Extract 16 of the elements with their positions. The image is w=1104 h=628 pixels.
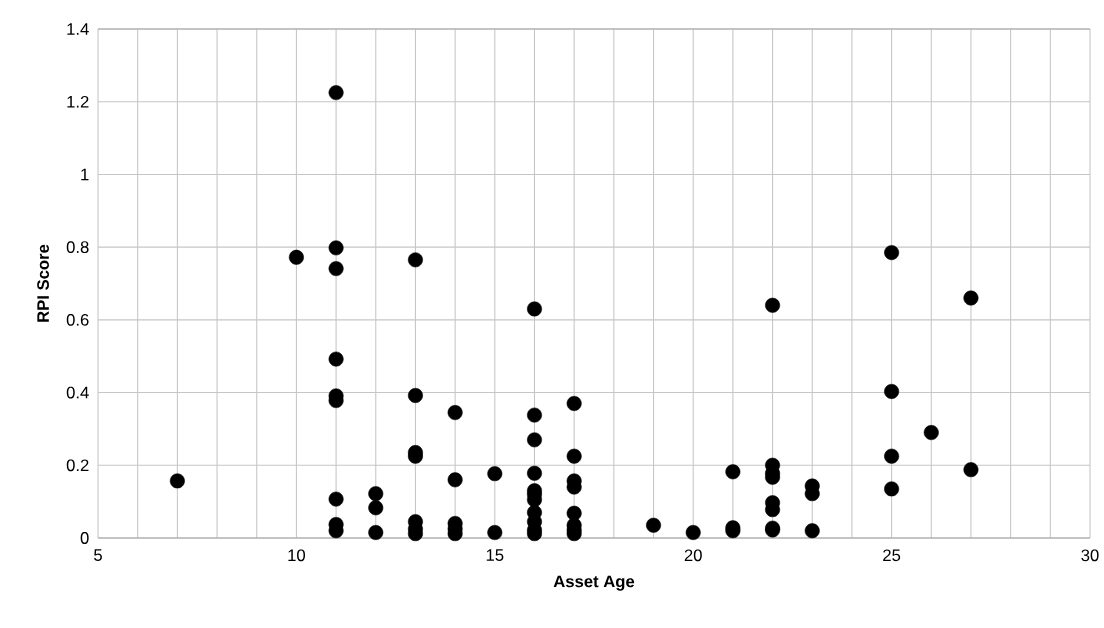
x-tick-label: 20 (684, 549, 702, 562)
y-tick-label: 1.2 (67, 95, 89, 108)
x-tick-label: 25 (883, 549, 901, 562)
y-tick-label: 0.6 (66, 313, 89, 326)
x-tick-label: 10 (288, 549, 306, 562)
y-tick-label: 1 (81, 168, 89, 181)
y-axis-title: RPI Score (37, 244, 49, 322)
y-tick-label: 0.2 (66, 459, 89, 472)
y-tick-label: 1.4 (67, 23, 89, 35)
y-tick-label: 0.4 (66, 386, 89, 399)
x-tick-label: 15 (486, 549, 504, 561)
x-tick-label: 30 (1081, 549, 1099, 562)
y-tick-label: 0.8 (66, 241, 89, 254)
y-tick-label: 0 (80, 532, 89, 544)
x-axis-title: Asset Age (553, 575, 635, 591)
x-tick-label: 5 (94, 549, 102, 561)
